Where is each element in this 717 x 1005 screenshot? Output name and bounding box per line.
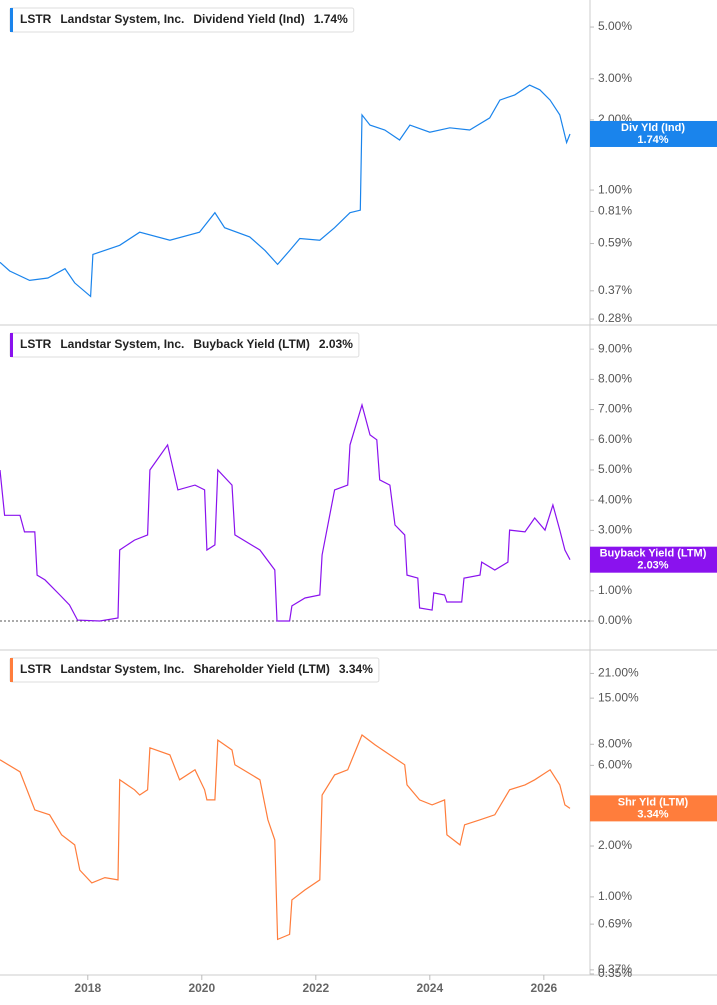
y-tick-label: 3.00%: [598, 523, 632, 537]
legend-value: 2.03%: [319, 337, 353, 351]
y-tick-label: 0.37%: [598, 283, 632, 297]
y-tick-label: 1.00%: [598, 182, 632, 196]
series-line: [0, 402, 571, 622]
current-label: Shr Yld (LTM): [618, 796, 689, 808]
legend-company: Landstar System, Inc.: [60, 662, 184, 676]
current-value-box: [590, 546, 717, 573]
legend-swatch: [10, 658, 13, 682]
y-tick-label: 0.00%: [598, 613, 632, 627]
legend-company: Landstar System, Inc.: [60, 12, 184, 26]
y-tick-label: 2.00%: [598, 838, 632, 852]
legend-value: 1.74%: [314, 12, 348, 26]
y-tick-label: 7.00%: [598, 402, 632, 416]
legend-ticker: LSTR: [20, 12, 52, 26]
current-value-box: [590, 120, 717, 147]
y-tick-label: 0.81%: [598, 204, 632, 218]
y-tick-label: 0.28%: [598, 311, 632, 325]
current-label: Div Yld (Ind): [621, 122, 685, 134]
y-tick-label: 8.00%: [598, 372, 632, 386]
y-tick-label: 0.37%: [598, 962, 632, 976]
y-tick-label: 8.00%: [598, 736, 632, 750]
legend-value: 3.34%: [339, 662, 373, 676]
y-tick-label: 21.00%: [598, 666, 639, 680]
y-tick-label: 6.00%: [598, 758, 632, 772]
x-tick-label: 2026: [530, 981, 557, 995]
y-tick-label: 5.00%: [598, 462, 632, 476]
series-line: [0, 84, 571, 298]
y-tick-label: 5.00%: [598, 19, 632, 33]
legend-series: Dividend Yield (Ind): [193, 12, 304, 26]
y-tick-label: 0.69%: [598, 916, 632, 930]
legend-company: Landstar System, Inc.: [60, 337, 184, 351]
legend-ticker: LSTR: [20, 662, 52, 676]
y-tick-label: 4.00%: [598, 492, 632, 506]
legend-ticker: LSTR: [20, 337, 52, 351]
current-value-box: [590, 795, 717, 822]
current-value: 2.03%: [637, 560, 668, 572]
y-tick-label: 1.00%: [598, 583, 632, 597]
y-tick-label: 9.00%: [598, 341, 632, 355]
legend-series: Buyback Yield (LTM): [193, 337, 309, 351]
legend-swatch: [10, 333, 13, 357]
y-tick-label: 3.00%: [598, 71, 632, 85]
y-tick-label: 6.00%: [598, 432, 632, 446]
current-label: Buyback Yield (LTM): [600, 548, 707, 560]
current-value: 3.34%: [637, 808, 668, 820]
y-tick-label: 15.00%: [598, 690, 639, 704]
legend-swatch: [10, 8, 13, 32]
x-tick-label: 2018: [74, 981, 101, 995]
legend-series: Shareholder Yield (LTM): [193, 662, 329, 676]
y-tick-label: 0.59%: [598, 236, 632, 250]
x-tick-label: 2024: [416, 981, 443, 995]
current-value: 1.74%: [637, 134, 668, 146]
series-line: [0, 734, 571, 941]
y-tick-label: 0.35%: [598, 966, 632, 980]
y-tick-label: 1.00%: [598, 889, 632, 903]
x-tick-label: 2020: [188, 981, 215, 995]
x-tick-label: 2022: [302, 981, 329, 995]
